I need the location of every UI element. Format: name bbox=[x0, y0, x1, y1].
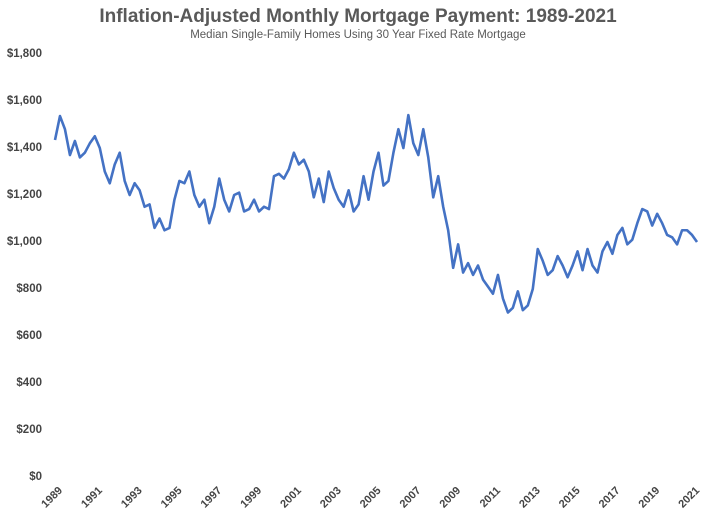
y-tick-label: $1,000 bbox=[7, 236, 42, 248]
y-tick-label: $1,400 bbox=[7, 142, 42, 154]
y-tick-label: $400 bbox=[16, 377, 42, 389]
y-tick-label: $600 bbox=[16, 330, 42, 342]
x-tick-label: 1999 bbox=[238, 485, 264, 511]
x-tick-label: 2019 bbox=[637, 485, 663, 511]
x-tick-label: 2013 bbox=[517, 485, 543, 511]
x-tick-label: 1995 bbox=[159, 485, 185, 511]
data-line bbox=[53, 113, 699, 314]
x-tick-label: 1989 bbox=[39, 485, 65, 511]
chart-title: Inflation-Adjusted Monthly Mortgage Paym… bbox=[99, 6, 617, 27]
y-tick-label: $200 bbox=[16, 424, 42, 436]
y-tick-label: $0 bbox=[29, 471, 42, 483]
y-tick-label: $800 bbox=[16, 283, 42, 295]
y-tick-label: $1,200 bbox=[7, 189, 42, 201]
x-tick-label: 2007 bbox=[398, 485, 424, 511]
y-tick-label: $1,600 bbox=[7, 95, 42, 107]
chart-subtitle: Median Single-Family Homes Using 30 Year… bbox=[190, 29, 526, 41]
x-tick-label: 1991 bbox=[79, 485, 105, 511]
x-tick-label: 1993 bbox=[119, 485, 145, 511]
x-tick-label: 2003 bbox=[318, 485, 344, 511]
x-tick-label: 2009 bbox=[437, 485, 463, 511]
x-tick-label: 2015 bbox=[557, 485, 583, 511]
y-tick-label: $1,800 bbox=[7, 48, 42, 60]
x-tick-label: 2005 bbox=[358, 485, 384, 511]
x-tick-label: 2011 bbox=[478, 485, 503, 510]
x-tick-label: 2001 bbox=[278, 485, 304, 511]
x-tick-label: 2021 bbox=[676, 485, 702, 511]
x-tick-label: 1997 bbox=[199, 485, 225, 511]
x-tick-label: 2017 bbox=[597, 485, 623, 511]
